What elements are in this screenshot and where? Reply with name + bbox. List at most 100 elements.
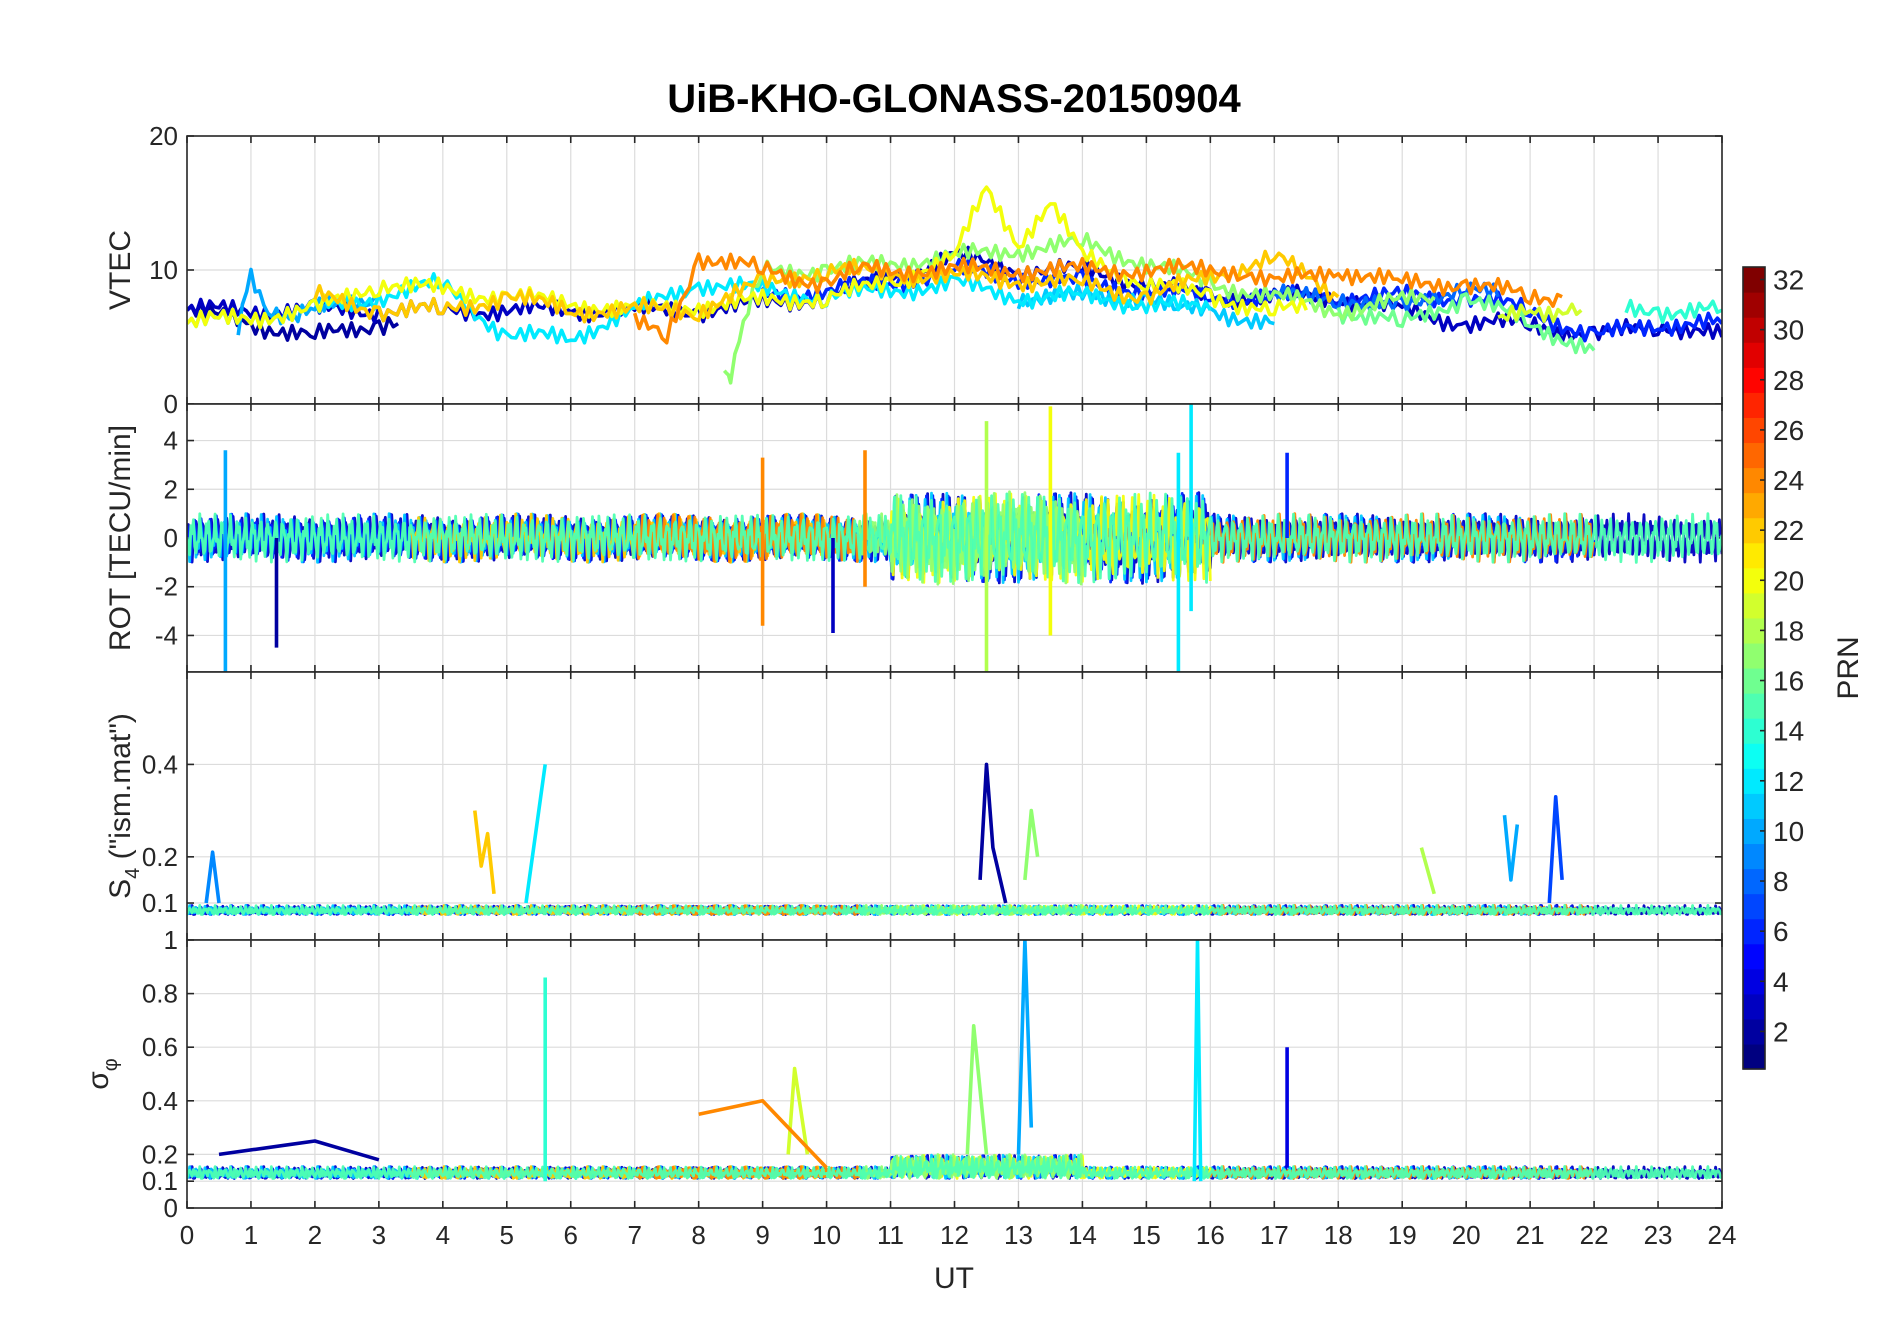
y-tick-label: 0.6 [142, 1032, 178, 1062]
panel-frame [186, 939, 1723, 1209]
colorbar-tick-label: 6 [1773, 916, 1789, 947]
x-tick-label: 21 [1516, 1220, 1545, 1250]
colorbar-block [1743, 342, 1765, 368]
colorbar-tick-label: 30 [1773, 315, 1804, 346]
y-tick-label: 0 [164, 389, 178, 419]
x-tick-label: 19 [1388, 1220, 1417, 1250]
y-axis-label: VTEC [104, 230, 137, 310]
colorbar-block [1743, 492, 1765, 519]
colorbar-block [1743, 968, 1765, 995]
x-tick-label: 23 [1644, 1220, 1673, 1250]
y-tick-label: 0.2 [142, 1139, 178, 1169]
colorbar-block [1743, 768, 1765, 794]
colorbar-block [1743, 367, 1765, 393]
colorbar-block [1743, 442, 1765, 469]
series-spike [1016, 940, 1034, 1155]
series-spike [218, 1139, 380, 1162]
colorbar-tick-label: 22 [1773, 515, 1804, 546]
series-line [1497, 302, 1583, 323]
colorbar-tick-label: 4 [1773, 966, 1789, 997]
x-tick-label: 24 [1708, 1220, 1737, 1250]
colorbar-block [1743, 1018, 1765, 1045]
colorbar-block [1743, 743, 1765, 769]
colorbar-block [1743, 592, 1765, 619]
x-tick-label: 12 [940, 1220, 969, 1250]
colorbar-tick-label: 14 [1773, 716, 1804, 747]
colorbar-tick-label: 24 [1773, 465, 1804, 496]
series-band [187, 1153, 1722, 1180]
y-tick-label: -2 [155, 572, 178, 602]
panel-4: 0 1 2 3 4 5 6 7 8 9 10 11 12 13 14 15 16 17 18 19 20 21 22 23 24… [82, 925, 1736, 1250]
y-tick-label: 0.8 [142, 979, 178, 1009]
colorbar-block [1743, 317, 1765, 343]
series-line [632, 252, 1563, 345]
colorbar-label: PRN [1832, 636, 1865, 699]
colorbar-block [1743, 617, 1765, 644]
x-tick-label: 3 [372, 1220, 386, 1250]
y-tick-label: 0 [164, 1193, 178, 1223]
colorbar-block [1743, 793, 1765, 819]
series-spike [204, 850, 221, 904]
chart-title: UiB-KHO-GLONASS-20150904 [667, 77, 1241, 121]
colorbar-tick-label: 20 [1773, 565, 1804, 596]
y-tick-label: 2 [164, 474, 178, 504]
series-spike [698, 1099, 828, 1170]
y-tick-label: 1 [164, 925, 178, 955]
series-band [187, 491, 1722, 584]
series-spike [1419, 847, 1436, 895]
colorbar-tick-label: 16 [1773, 666, 1804, 697]
panel-4-series [187, 940, 1722, 1182]
x-tick-label: 11 [877, 1220, 904, 1250]
colorbar-block [1743, 943, 1765, 970]
colorbar-block [1743, 392, 1765, 418]
x-tick-label: 6 [564, 1220, 578, 1250]
x-tick-label: 2 [308, 1220, 322, 1250]
x-axis-label: UT [934, 1262, 974, 1295]
series-line [1336, 292, 1596, 355]
y-tick-label: 0.4 [142, 1086, 178, 1116]
x-tick-label: 9 [755, 1220, 769, 1250]
panel-1-series [187, 185, 1722, 385]
y-tick-label: 20 [149, 121, 178, 151]
y-tick-label: 10 [149, 255, 178, 285]
x-tick-label: 5 [500, 1220, 514, 1250]
y-tick-label: 4 [164, 426, 178, 456]
x-tick-label: 10 [812, 1220, 841, 1250]
y-axis-label: σφ [82, 1058, 122, 1090]
x-tick-label: 22 [1580, 1220, 1609, 1250]
y-axis-label: S4 ("ism.mat") [104, 713, 144, 899]
series-spike [1502, 815, 1520, 882]
series-spike [1023, 808, 1040, 881]
series-spike [1547, 795, 1564, 904]
colorbar-block [1743, 542, 1765, 569]
x-tick-label: 17 [1260, 1220, 1289, 1250]
colorbar-block [1743, 993, 1765, 1020]
y-tick-label: 0.1 [142, 888, 178, 918]
y-tick-label: -4 [155, 620, 178, 650]
colorbar-block [1743, 467, 1765, 494]
x-tick-label: 18 [1324, 1220, 1353, 1250]
colorbar-block [1743, 818, 1765, 845]
series-line [187, 272, 1212, 345]
colorbar-block [1743, 668, 1765, 694]
y-tick-label: 0.4 [142, 749, 178, 779]
series-spike [786, 1066, 810, 1155]
colorbar-tick-label: 28 [1773, 365, 1804, 396]
colorbar-block [1743, 417, 1765, 444]
panel-1: 0 10 20 VTEC [104, 121, 1723, 419]
colorbar-block [1743, 843, 1765, 870]
colorbar-block [1743, 893, 1765, 920]
x-tick-label: 1 [244, 1220, 258, 1250]
colorbar-tick-label: 12 [1773, 766, 1804, 797]
colorbar-block [1743, 1043, 1765, 1070]
colorbar-tick-label: 2 [1773, 1016, 1789, 1047]
y-axis-label-main: S [104, 879, 137, 899]
x-tick-label: 0 [180, 1220, 194, 1250]
colorbar-block [1743, 718, 1765, 744]
x-tick-label: 8 [691, 1220, 705, 1250]
x-tick-label: 16 [1196, 1220, 1225, 1250]
series-spike [965, 1024, 989, 1155]
